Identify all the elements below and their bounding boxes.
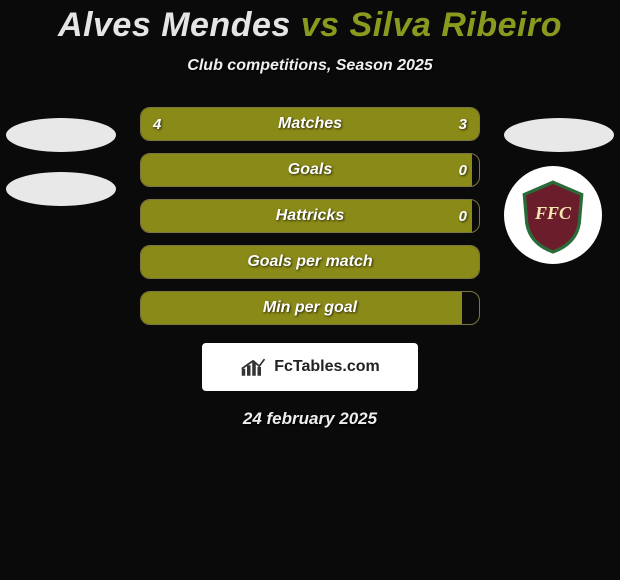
site-logo: FcTables.com xyxy=(202,343,418,391)
stat-label: Goals per match xyxy=(141,246,479,278)
svg-text:FFC: FFC xyxy=(534,203,572,223)
title-player1: Alves Mendes xyxy=(58,6,291,44)
stat-row: Min per goal xyxy=(140,291,480,325)
stat-label: Hattricks xyxy=(141,200,479,232)
left-team-avatars xyxy=(6,118,116,226)
stat-label: Matches xyxy=(141,108,479,140)
stat-row: 43Matches xyxy=(140,107,480,141)
stat-row: 0Hattricks xyxy=(140,199,480,233)
title-vs: vs xyxy=(301,6,340,44)
subtitle: Club competitions, Season 2025 xyxy=(0,57,620,75)
player-avatar-placeholder xyxy=(6,172,116,206)
page-title: Alves Mendes vs Silva Ribeiro xyxy=(0,0,620,45)
site-logo-text: FcTables.com xyxy=(274,358,380,376)
stat-row: Goals per match xyxy=(140,245,480,279)
stat-row: 0Goals xyxy=(140,153,480,187)
stat-label: Goals xyxy=(141,154,479,186)
club-badge: FFC xyxy=(504,166,602,264)
player-avatar-placeholder xyxy=(504,118,614,152)
chart-icon xyxy=(240,356,268,378)
player-avatar-placeholder xyxy=(6,118,116,152)
right-team-avatars: FFC xyxy=(504,118,614,264)
title-player2: Silva Ribeiro xyxy=(350,6,562,44)
footer-date: 24 february 2025 xyxy=(0,409,620,429)
stat-label: Min per goal xyxy=(141,292,479,324)
club-shield-icon: FFC xyxy=(512,174,594,256)
